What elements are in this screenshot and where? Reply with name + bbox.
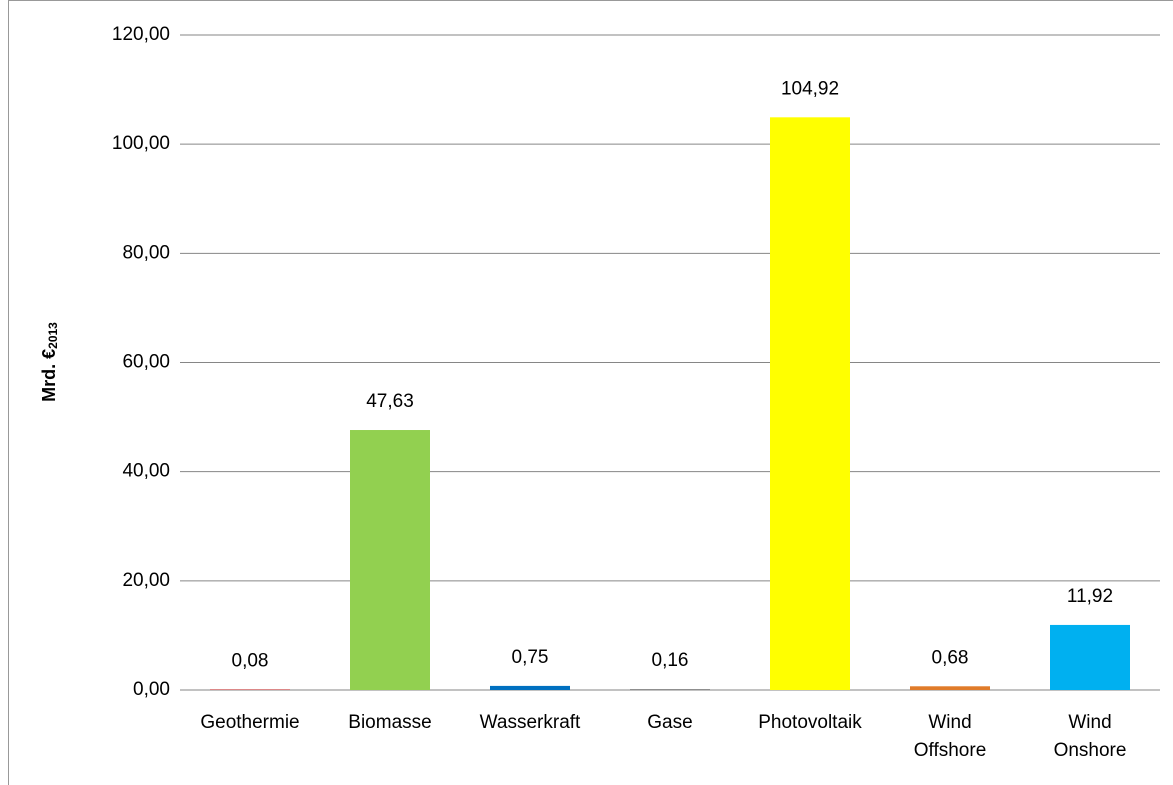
x-tick-label: Biomasse xyxy=(348,712,431,733)
y-tick-label: 100,00 xyxy=(112,133,170,154)
bar xyxy=(630,689,710,690)
y-axis-label: Mrd. €2013 xyxy=(39,322,60,402)
x-tick-label: Wind Onshore xyxy=(1054,712,1127,761)
y-tick-label: 20,00 xyxy=(122,570,170,591)
data-label: 0,75 xyxy=(512,647,549,668)
chart-frame xyxy=(8,0,1173,785)
bar xyxy=(910,686,990,690)
x-tick-label: Wind Offshore xyxy=(914,712,987,761)
y-axis-label-sub: 2013 xyxy=(46,322,60,349)
data-label: 47,63 xyxy=(366,391,414,412)
x-tick-label: Gase xyxy=(647,712,692,733)
bar xyxy=(1050,624,1130,690)
data-label: 0,68 xyxy=(932,647,969,668)
data-label: 11,92 xyxy=(1067,586,1113,607)
bar xyxy=(770,117,850,691)
data-label: 0,16 xyxy=(652,650,689,671)
x-tick-label: Geothermie xyxy=(200,712,299,733)
x-tick-label: Photovoltaik xyxy=(758,712,862,733)
y-axis-label-main: Mrd. € xyxy=(39,349,59,402)
x-tick-label: Wasserkraft xyxy=(480,712,581,733)
y-tick-label: 0,00 xyxy=(133,679,170,700)
bar xyxy=(350,430,430,690)
data-label: 0,08 xyxy=(232,651,269,672)
bar xyxy=(490,685,570,690)
y-tick-label: 120,00 xyxy=(112,24,170,45)
data-label: 104,92 xyxy=(781,78,839,99)
y-tick-label: 40,00 xyxy=(122,461,170,482)
y-tick-label: 80,00 xyxy=(122,242,170,263)
y-tick-label: 60,00 xyxy=(122,352,170,373)
